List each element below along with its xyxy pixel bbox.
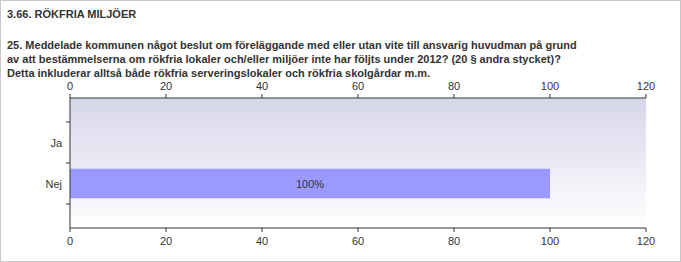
- tick-label: 100: [541, 235, 559, 247]
- tick: [358, 228, 359, 232]
- tick-label: 20: [160, 80, 172, 92]
- tick: [166, 228, 167, 232]
- tick: [70, 94, 71, 98]
- tick: [646, 228, 647, 232]
- category-tick: [66, 122, 70, 123]
- subtitle: av att bestämmelserna om rökfria lokaler…: [7, 53, 561, 65]
- tick: [646, 94, 647, 98]
- tick-label: 100: [541, 80, 559, 92]
- tick-label: 60: [352, 235, 364, 247]
- tick-label: 120: [637, 80, 655, 92]
- category-tick: [66, 204, 70, 205]
- tick: [262, 94, 263, 98]
- category-label: Nej: [45, 178, 62, 190]
- tick-label: 0: [67, 80, 73, 92]
- category-tick: [66, 163, 70, 164]
- category-label: Ja: [50, 137, 63, 149]
- data-label: 100%: [296, 178, 324, 190]
- tick-label: 80: [448, 235, 460, 247]
- tick-label: 80: [448, 80, 460, 92]
- frame: [1, 1, 681, 262]
- tick: [550, 94, 551, 98]
- tick: [358, 94, 359, 98]
- tick-label: 120: [637, 235, 655, 247]
- tick: [70, 228, 71, 232]
- tick: [454, 228, 455, 232]
- tick: [454, 94, 455, 98]
- tick: [262, 228, 263, 232]
- tick: [166, 94, 167, 98]
- tick-label: 0: [67, 235, 73, 247]
- tick-label: 40: [256, 235, 268, 247]
- title: 3.66. RÖKFRIA MILJÖER: [7, 8, 136, 20]
- tick: [550, 228, 551, 232]
- subtitle: 25. Meddelade kommunen något beslut om f…: [7, 39, 577, 51]
- tick-label: 60: [352, 80, 364, 92]
- bars: [70, 169, 550, 199]
- tick-label: 20: [160, 235, 172, 247]
- plot-area: [70, 98, 646, 228]
- subtitle: Detta inkluderar alltså både rökfria ser…: [7, 67, 430, 79]
- bar: [70, 169, 550, 199]
- tick-label: 40: [256, 80, 268, 92]
